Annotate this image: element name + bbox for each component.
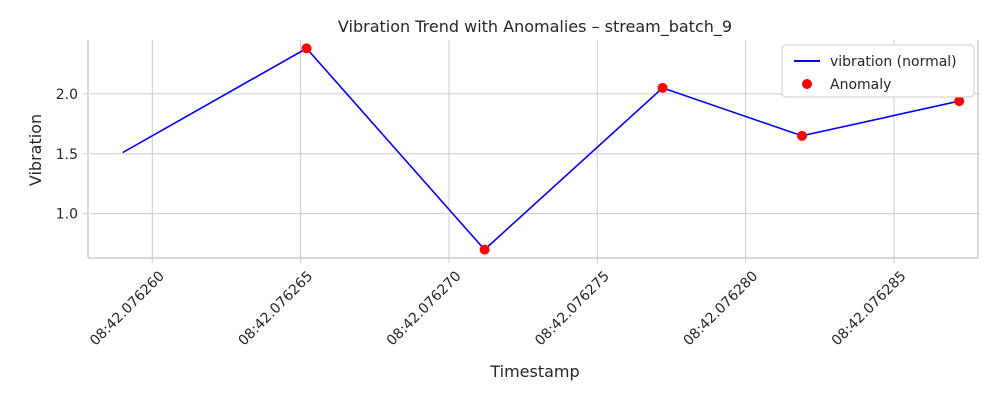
anomaly-point: [797, 130, 807, 141]
legend-label-normal: vibration (normal): [830, 54, 957, 70]
legend-marker-anomaly: [802, 79, 812, 89]
y-axis-ticks: 1.0 1.5 2.0: [56, 87, 88, 223]
series-layer: [122, 43, 965, 255]
anomaly-point: [479, 244, 490, 255]
y-tick-label: 1.0: [56, 207, 78, 223]
anomaly-point: [301, 43, 312, 54]
anomaly-point: [657, 82, 668, 93]
y-axis-label: Vibration: [26, 114, 45, 186]
y-tick-label: 2.0: [56, 87, 78, 103]
legend: vibration (normal) Anomaly: [781, 44, 975, 98]
chart-title: Vibration Trend with Anomalies – stream_…: [338, 17, 732, 37]
axes-spines: [87, 40, 979, 259]
y-tick-label: 1.5: [56, 147, 78, 163]
x-axis-label: Timestamp: [489, 362, 579, 381]
legend-box: [781, 44, 975, 98]
vibration-line: [122, 47, 960, 251]
legend-label-anomaly: Anomaly: [830, 77, 891, 93]
anomaly-point: [954, 96, 965, 107]
